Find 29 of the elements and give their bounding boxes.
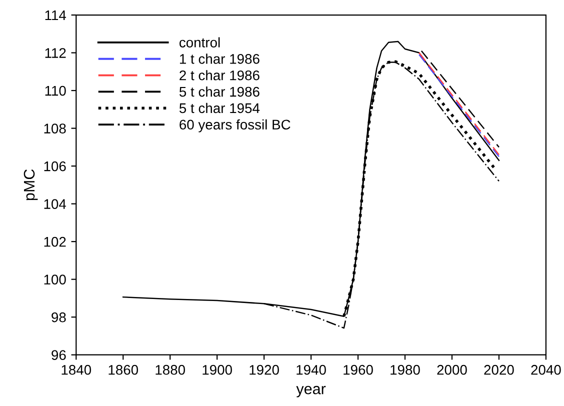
x-tick-label: 1840 [62, 364, 92, 375]
x-tick-label: 2020 [484, 364, 514, 375]
y-tick-label: 110 [45, 86, 66, 96]
x-tick-label: 1880 [156, 364, 186, 375]
y-axis-title: pMC [24, 169, 38, 200]
x-tick-label: 1900 [202, 364, 232, 375]
x-tick-label: 2040 [531, 364, 561, 375]
x-tick-label: 2000 [437, 364, 467, 375]
y-tick-label: 98 [52, 312, 66, 322]
x-tick-label: 1980 [390, 364, 420, 375]
y-tick-label: 96 [52, 350, 66, 360]
y-tick-label: 112 [45, 48, 66, 58]
legend-label: 1 t char 1986 [180, 54, 260, 64]
legend-label: 5 t char 1986 [179, 86, 260, 97]
y-tick-label: 108 [44, 124, 66, 134]
x-tick-label: 1940 [296, 364, 326, 375]
x-tick-label: 1860 [108, 364, 138, 375]
y-tick-label: 102 [44, 236, 66, 247]
y-tick-label: 106 [44, 161, 66, 172]
legend-label: 60 years fossil BC [180, 119, 290, 132]
y-tick-label: 100 [44, 274, 66, 284]
legend-label: 5 t char 1954 [179, 102, 260, 114]
y-tick-label: 114 [45, 10, 66, 20]
y-tick-label: 104 [44, 199, 66, 209]
legend-label: control [180, 37, 220, 48]
x-tick-label: 1960 [344, 364, 373, 375]
x-tick-label: 1920 [250, 364, 279, 375]
x-axis-title: year [296, 386, 326, 398]
legend-label: 2 t char 1986 [180, 70, 260, 80]
